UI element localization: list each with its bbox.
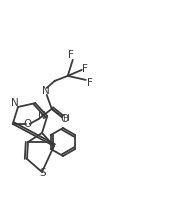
Text: S: S — [40, 168, 46, 178]
Text: F: F — [68, 50, 74, 60]
Text: N: N — [38, 111, 46, 121]
Text: F: F — [82, 64, 88, 74]
Text: F: F — [87, 78, 93, 88]
Text: H: H — [62, 114, 69, 123]
Text: N: N — [11, 98, 19, 108]
Text: O: O — [24, 119, 32, 129]
Text: O: O — [61, 114, 69, 124]
Text: N: N — [42, 86, 50, 96]
